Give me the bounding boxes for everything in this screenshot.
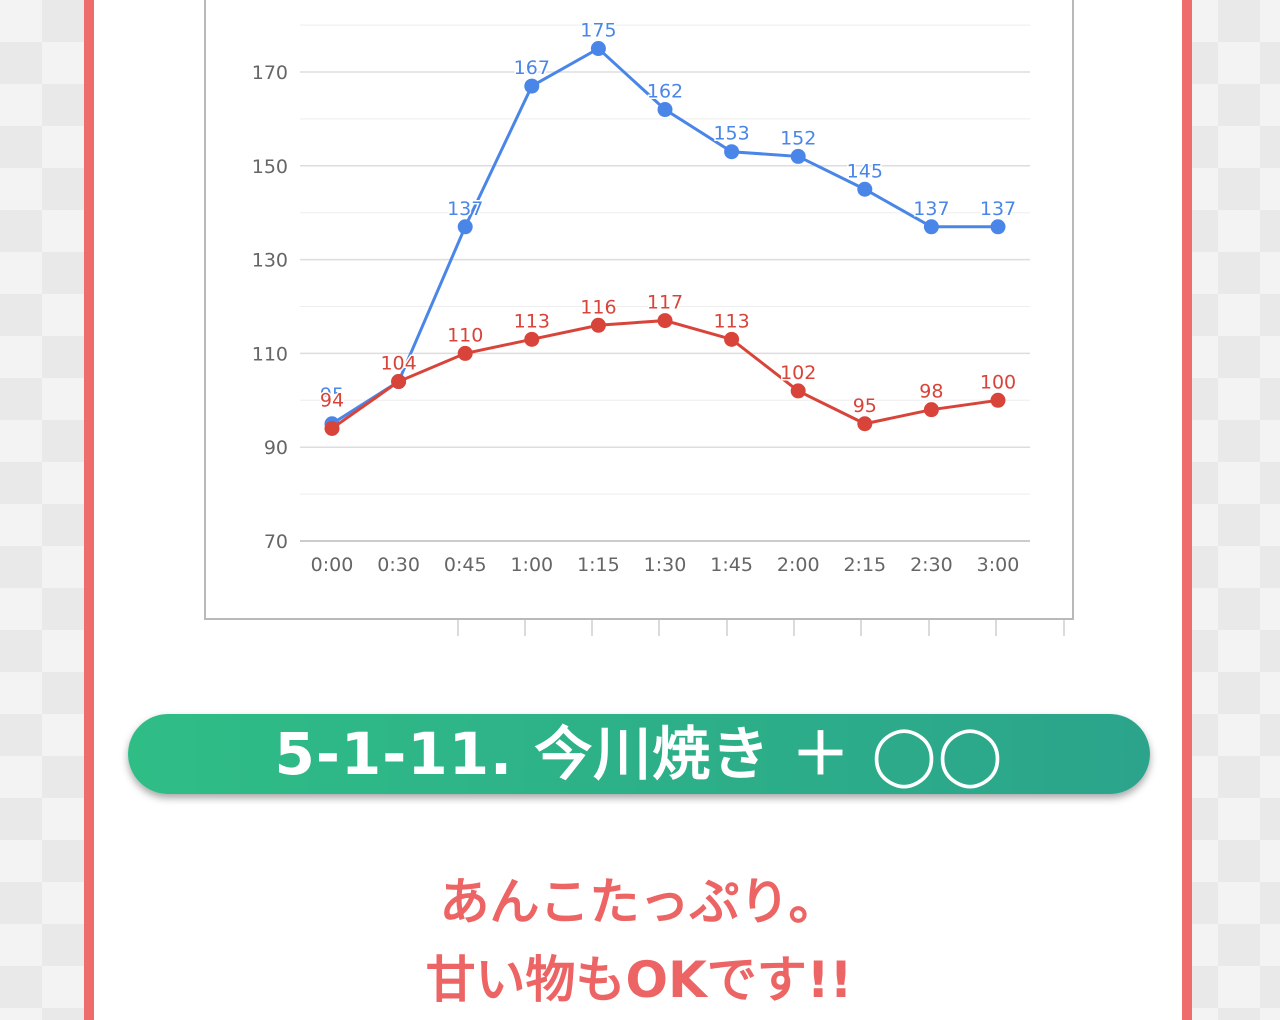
data-point <box>457 219 473 235</box>
x-tick-label: 2:00 <box>777 554 820 576</box>
data-point <box>724 144 740 160</box>
data-label: 113 <box>713 310 749 332</box>
data-label: 153 <box>713 123 749 145</box>
data-point <box>524 78 540 94</box>
x-tick-label: 1:45 <box>710 554 753 576</box>
data-label: 152 <box>780 127 816 149</box>
data-point <box>590 41 606 57</box>
data-point <box>391 374 407 390</box>
data-point <box>657 313 673 329</box>
data-point <box>857 416 873 432</box>
data-label: 162 <box>647 81 683 103</box>
data-label: 104 <box>380 353 416 375</box>
y-tick-label: 150 <box>252 156 288 178</box>
data-label: 95 <box>853 395 877 417</box>
y-tick-label: 170 <box>252 62 288 84</box>
chart-frame <box>204 0 1074 620</box>
caption-line-2: 甘い物もOKです!! <box>425 951 853 1009</box>
data-point <box>724 331 740 347</box>
data-label: 137 <box>913 198 949 220</box>
x-tick-label: 1:15 <box>577 554 620 576</box>
data-point <box>790 148 806 164</box>
x-tick-label: 1:00 <box>510 554 553 576</box>
data-label: 175 <box>580 20 616 42</box>
x-tick-label: 0:00 <box>311 554 354 576</box>
series-line <box>331 319 999 430</box>
data-point <box>857 181 873 197</box>
x-tick-label: 0:30 <box>377 554 420 576</box>
x-tick-label: 2:15 <box>843 554 886 576</box>
data-point <box>657 102 673 118</box>
y-tick-label: 130 <box>252 250 288 272</box>
x-tick-label: 1:30 <box>644 554 687 576</box>
caption-line-1: あんこたっぷり。 <box>439 873 839 931</box>
data-point <box>990 392 1006 408</box>
data-label: 110 <box>447 324 483 346</box>
data-point <box>524 331 540 347</box>
data-label: 167 <box>514 57 550 79</box>
x-tick-label: 2:30 <box>910 554 953 576</box>
data-label: 116 <box>580 296 616 318</box>
data-label: 104 <box>380 353 416 375</box>
y-tick-label: 110 <box>252 343 288 365</box>
data-label: 100 <box>980 371 1016 393</box>
blood-glucose-chart: 70 90 110 130 150 170 0:00 0:30 0:45 1:00 1:15 1:30… <box>252 18 1065 636</box>
data-label: 94 <box>320 389 344 411</box>
section-heading: 5-1-11. 今川焼き ＋ ◯◯ <box>128 714 1150 794</box>
data-label: 113 <box>514 310 550 332</box>
data-label: 95 <box>320 384 344 406</box>
y-tick-label: 70 <box>264 531 288 553</box>
data-point <box>590 317 606 333</box>
data-point <box>790 383 806 399</box>
data-label: 145 <box>847 160 883 182</box>
data-point <box>923 402 939 418</box>
data-label: 117 <box>647 292 683 314</box>
y-tick-label: 90 <box>264 437 288 459</box>
data-label: 137 <box>447 198 483 220</box>
data-label: 98 <box>919 381 943 403</box>
data-point <box>457 345 473 361</box>
x-tick-label: 3:00 <box>977 554 1020 576</box>
data-label: 102 <box>780 362 816 384</box>
x-tick-label: 0:45 <box>444 554 487 576</box>
data-point <box>923 219 939 235</box>
data-label: 137 <box>980 198 1016 220</box>
data-point <box>990 219 1006 235</box>
data-point <box>324 420 340 436</box>
